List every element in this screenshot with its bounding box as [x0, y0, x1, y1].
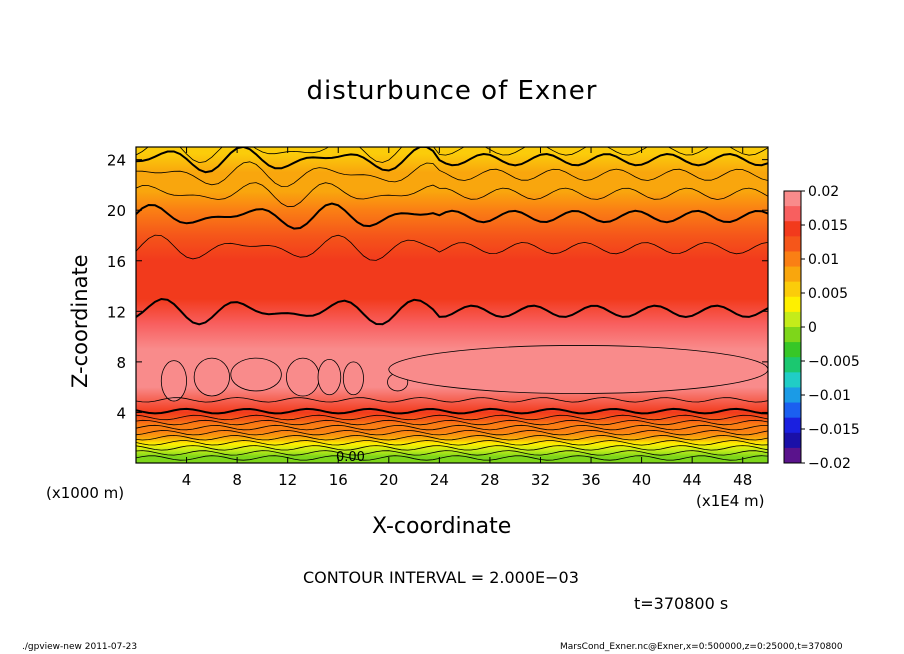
- x-tick-label: 44: [683, 471, 702, 489]
- colorbar-segment: [784, 372, 801, 388]
- y-axis-ticks: 4 8 12 16 20 24: [107, 152, 768, 422]
- colorbar-label: 0: [808, 320, 817, 336]
- colorbar-segment: [784, 236, 801, 252]
- x-unit-right: (x1E4 m): [696, 492, 765, 510]
- contour-line: [136, 414, 768, 421]
- field-fill: [136, 147, 768, 463]
- anomaly-cell: [193, 357, 230, 397]
- x-axis-label: X-coordinate: [372, 514, 512, 539]
- contour-line: [136, 424, 768, 431]
- contour-line: [136, 397, 768, 403]
- x-tick-label: 48: [733, 471, 752, 489]
- chart-title: disturbunce of Exner: [306, 76, 598, 106]
- colorbar-label: −0.005: [808, 354, 860, 370]
- x-tick-label: 20: [379, 471, 398, 489]
- plot-frame: [135, 146, 769, 464]
- footer-right: MarsCond_Exner.nc@Exner,x=0:500000,z=0:2…: [560, 642, 843, 652]
- colorbar-segment: [784, 311, 801, 328]
- contour-line: [136, 234, 768, 261]
- x-tick-label: 8: [232, 471, 242, 489]
- contour-interval: CONTOUR INTERVAL = 2.000E−03: [303, 568, 579, 587]
- colorbar-segment: [784, 251, 801, 268]
- plot-area: [136, 147, 768, 463]
- contour-line: [136, 450, 768, 456]
- contour-line: [136, 434, 768, 441]
- colorbar-segment: [784, 191, 801, 207]
- high-anomaly-cells: [160, 345, 768, 402]
- time-stamp: t=370800 s: [634, 594, 729, 613]
- colorbar: 0.02 0.015 0.01 0.005 0 −0.005 −0.01 −0.015 −0.0…: [783, 184, 860, 472]
- colorbar-label: −0.015: [808, 422, 860, 438]
- anomaly-cell: [230, 357, 282, 392]
- colorbar-segment: [784, 327, 801, 343]
- x-unit-left: (x1000 m): [46, 484, 125, 502]
- footer-left: ./gpview-new 2011-07-23: [22, 642, 138, 652]
- contour-value-label: 0.00: [336, 450, 365, 465]
- contour-lines: [136, 147, 768, 461]
- x-tick-label: 24: [430, 471, 449, 489]
- colorbar-label: −0.01: [808, 388, 851, 404]
- anomaly-cell: [286, 357, 320, 397]
- colorbar-segment: [784, 387, 801, 404]
- anomaly-cell: [317, 358, 342, 396]
- y-tick-label: 20: [107, 202, 126, 220]
- colorbar-segment: [784, 402, 801, 419]
- colorbar-segment: [784, 357, 801, 373]
- colorbar-segment: [784, 447, 801, 464]
- contour-line: [136, 407, 768, 415]
- contour-line: [136, 455, 768, 461]
- colorbar-segment: [784, 281, 801, 298]
- x-tick-label: 28: [480, 471, 499, 489]
- colorbar-segment: [784, 417, 801, 434]
- colorbar-label: −0.02: [808, 456, 851, 472]
- colorbar-segment: [784, 342, 801, 358]
- colorbar-segment: [784, 432, 801, 449]
- colorbar-segment: [784, 206, 801, 222]
- y-tick-label: 24: [107, 152, 126, 170]
- y-tick-label: 12: [107, 303, 126, 321]
- contour-line: [136, 161, 768, 187]
- colorbar-label: 0.01: [808, 252, 839, 268]
- x-tick-label: 16: [329, 471, 348, 489]
- x-tick-label: 4: [182, 471, 192, 489]
- colorbar-segment: [784, 221, 801, 237]
- y-tick-label: 16: [107, 253, 126, 271]
- x-tick-label: 32: [531, 471, 550, 489]
- anomaly-cell: [342, 361, 364, 396]
- y-tick-label: 8: [116, 354, 126, 372]
- colorbar-label: 0.02: [808, 184, 839, 200]
- x-axis-ticks: 4 8 12 16 20 24 28 32 36 40 44 48: [182, 147, 752, 489]
- x-tick-label: 40: [632, 471, 651, 489]
- y-tick-label: 4: [116, 404, 126, 422]
- contour-line: [136, 182, 768, 208]
- colorbar-label: 0.005: [808, 286, 848, 302]
- colorbar-segment: [784, 266, 801, 283]
- contour-line: [136, 429, 768, 436]
- colorbar-segment: [784, 296, 801, 313]
- anomaly-cell: [388, 345, 768, 394]
- anomaly-cell: [160, 360, 187, 402]
- contour-line: [136, 297, 768, 326]
- contour-line: [136, 440, 768, 446]
- contour-line: [136, 202, 768, 230]
- contour-line: [136, 445, 768, 451]
- y-axis-label: Z-coordinate: [68, 254, 92, 388]
- x-tick-label: 36: [581, 471, 600, 489]
- contour-line: [136, 147, 768, 164]
- contour-line: [136, 419, 768, 426]
- colorbar-label: 0.015: [808, 218, 848, 234]
- x-tick-label: 12: [278, 471, 297, 489]
